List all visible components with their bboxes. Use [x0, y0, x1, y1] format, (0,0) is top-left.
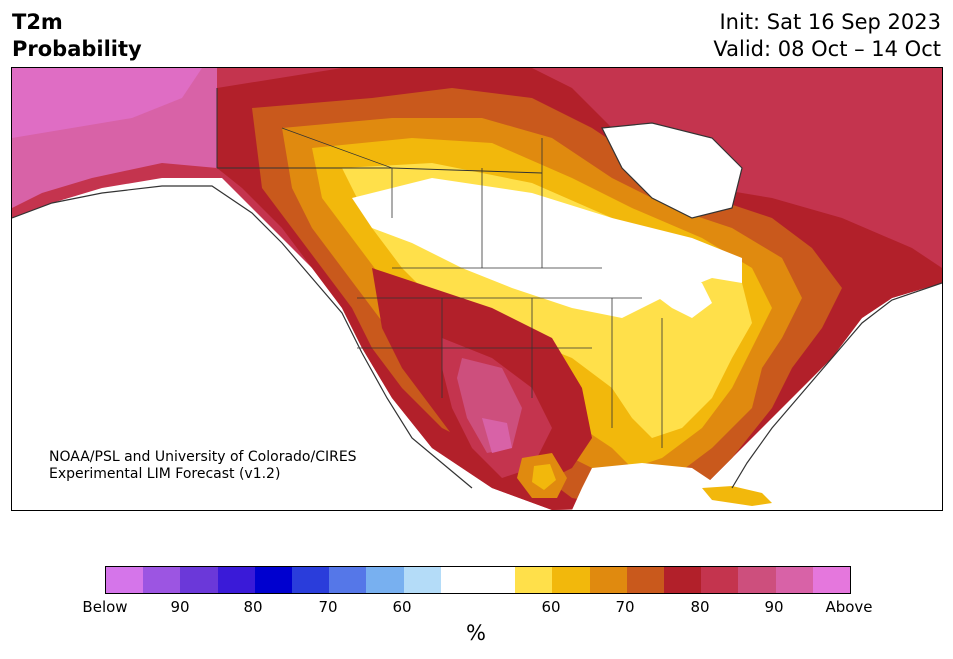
- colorbar-swatch: [440, 567, 479, 593]
- valid-date: Valid: 08 Oct – 14 Oct: [713, 37, 941, 61]
- colorbar-tick-label: Below: [82, 598, 128, 616]
- colorbar-tick-label: 80: [690, 598, 710, 616]
- colorbar-ticks: Below 90 80 70 60 60 70 80 90 Above: [0, 598, 953, 618]
- colorbar-swatch: [143, 567, 181, 593]
- colorbar-swatch: [589, 567, 627, 593]
- colorbar-tick-label: Above: [825, 598, 873, 616]
- colorbar-unit: %: [466, 621, 486, 645]
- colorbar-tick-label: 90: [764, 598, 784, 616]
- colorbar-swatch: [552, 567, 590, 593]
- colorbar-swatch: [106, 567, 144, 593]
- map-svg: [12, 68, 942, 510]
- credit-line-1: NOAA/PSL and University of Colorado/CIRE…: [49, 449, 357, 465]
- colorbar-swatch: [515, 567, 553, 593]
- colorbar-swatch: [217, 567, 255, 593]
- colorbar-tick-label: 70: [615, 598, 635, 616]
- colorbar-swatch: [478, 567, 516, 593]
- colorbar-swatch: [664, 567, 702, 593]
- colorbar-swatch: [254, 567, 293, 593]
- colorbar-tick-label: 60: [541, 598, 561, 616]
- colorbar: [105, 566, 851, 594]
- title-line-2: Probability: [12, 37, 142, 61]
- colorbar-swatch: [626, 567, 665, 593]
- date-info: Init: Sat 16 Sep 2023 Valid: 08 Oct – 14…: [713, 9, 941, 63]
- colorbar-tick-label: 90: [170, 598, 190, 616]
- colorbar-swatch: [292, 567, 330, 593]
- colorbar-swatch: [775, 567, 813, 593]
- colorbar-swatch: [701, 567, 739, 593]
- colorbar-tick-label: 60: [392, 598, 412, 616]
- forecast-map: [11, 67, 943, 511]
- colorbar-swatch: [366, 567, 404, 593]
- colorbar-swatch: [329, 567, 367, 593]
- title-line-1: T2m: [12, 10, 63, 34]
- colorbar-swatch: [812, 567, 851, 593]
- colorbar-tick-label: 70: [318, 598, 338, 616]
- map-title: T2m Probability: [12, 9, 142, 63]
- colorbar-swatch: [738, 567, 776, 593]
- colorbar-tick-label: 80: [243, 598, 263, 616]
- colorbar-swatch: [180, 567, 218, 593]
- credit-line-2: Experimental LIM Forecast (v1.2): [49, 466, 281, 482]
- init-date: Init: Sat 16 Sep 2023: [719, 10, 941, 34]
- colorbar-swatch: [403, 567, 441, 593]
- credit-text: NOAA/PSL and University of Colorado/CIRE…: [49, 449, 357, 483]
